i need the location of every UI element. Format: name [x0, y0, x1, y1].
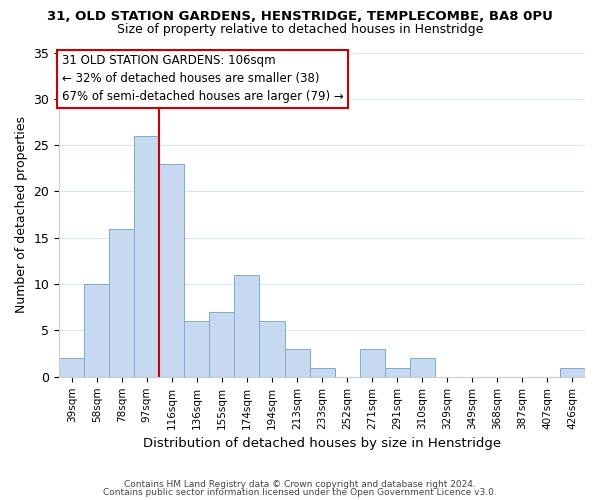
- Bar: [385, 368, 410, 377]
- Bar: [134, 136, 160, 377]
- Bar: [235, 275, 259, 377]
- Bar: [359, 349, 385, 377]
- Bar: [109, 228, 134, 377]
- Text: 31 OLD STATION GARDENS: 106sqm
← 32% of detached houses are smaller (38)
67% of : 31 OLD STATION GARDENS: 106sqm ← 32% of …: [62, 54, 343, 104]
- Bar: [560, 368, 585, 377]
- Text: 31, OLD STATION GARDENS, HENSTRIDGE, TEMPLECOMBE, BA8 0PU: 31, OLD STATION GARDENS, HENSTRIDGE, TEM…: [47, 10, 553, 23]
- Bar: [259, 321, 284, 377]
- Bar: [410, 358, 435, 377]
- Y-axis label: Number of detached properties: Number of detached properties: [15, 116, 28, 313]
- Bar: [310, 368, 335, 377]
- Bar: [84, 284, 109, 377]
- Bar: [284, 349, 310, 377]
- Bar: [184, 321, 209, 377]
- Bar: [59, 358, 84, 377]
- Bar: [160, 164, 184, 377]
- Text: Contains public sector information licensed under the Open Government Licence v3: Contains public sector information licen…: [103, 488, 497, 497]
- X-axis label: Distribution of detached houses by size in Henstridge: Distribution of detached houses by size …: [143, 437, 501, 450]
- Text: Contains HM Land Registry data © Crown copyright and database right 2024.: Contains HM Land Registry data © Crown c…: [124, 480, 476, 489]
- Bar: [209, 312, 235, 377]
- Text: Size of property relative to detached houses in Henstridge: Size of property relative to detached ho…: [117, 22, 483, 36]
